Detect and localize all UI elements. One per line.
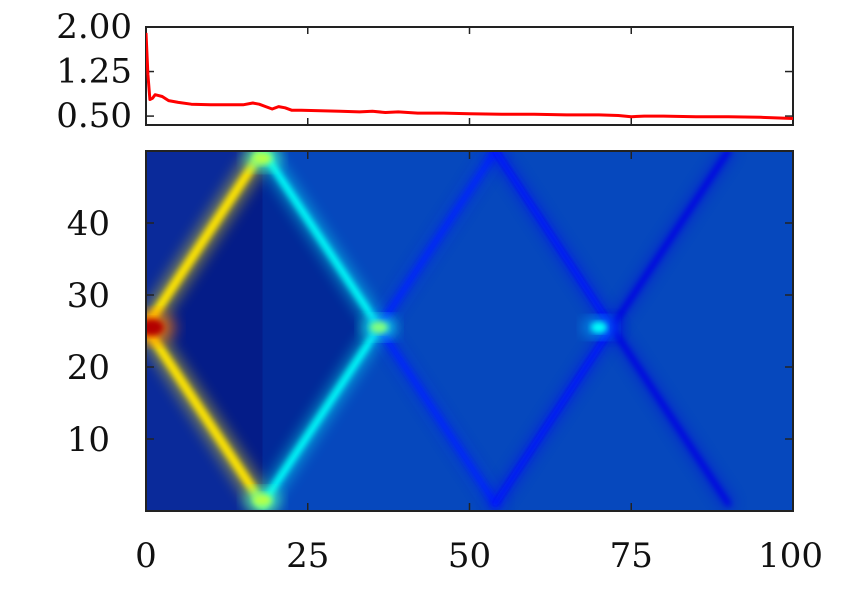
heatmap-spot	[370, 321, 388, 334]
heatmap-ridge	[259, 151, 383, 331]
line-y-tick-label: 1.25	[56, 52, 132, 92]
line-y-tick-label: 2.00	[56, 7, 132, 47]
line-x-ticks	[145, 27, 794, 125]
loss-series-line	[146, 32, 793, 120]
heatmap-ridge	[492, 151, 615, 330]
line-plot-frame	[145, 26, 794, 126]
heatmap-x-tick-label: 25	[286, 536, 329, 576]
heatmap-y-tick-label: 20	[67, 348, 110, 388]
heatmap-spot	[591, 322, 607, 333]
heatmap-spot	[253, 151, 272, 165]
heatmap-x-tick-label: 0	[135, 536, 157, 576]
line-chart: 2.00 1.250.50	[56, 7, 794, 136]
heatmap-x-ticks: 0 25 50 75 100	[135, 151, 823, 576]
heatmap-ridge	[376, 324, 499, 507]
heatmap-ridge	[492, 324, 615, 507]
heatmap-x-tick-label: 100	[758, 536, 823, 576]
heatmap-spot	[253, 493, 272, 507]
line-y-tick-label: 0.50	[56, 96, 132, 136]
heatmap-y-tick-label: 40	[67, 204, 110, 244]
heatmap-y-tick-label: 30	[67, 276, 110, 316]
heatmap-y-ticks: 10 20 30 40	[67, 204, 793, 460]
heatmap-ridge	[609, 151, 731, 330]
heatmap-spot	[146, 318, 164, 336]
heatmap-ridge	[146, 323, 267, 509]
heatmap-x-tick-label: 75	[610, 536, 653, 576]
heatmap-ridge	[609, 324, 731, 507]
heatmap-features	[146, 151, 793, 511]
heatmap-chart: 10 20 30 40 0 25 50 75 100	[67, 150, 823, 576]
heatmap-y-tick-label: 10	[67, 420, 110, 460]
heatmap-ridge	[259, 323, 383, 508]
heatmap-x-tick-label: 50	[448, 536, 491, 576]
line-y-ticks: 2.00 1.250.50	[56, 7, 793, 136]
heatmap-ridge	[146, 151, 267, 332]
heatmap-ridge	[376, 151, 499, 331]
